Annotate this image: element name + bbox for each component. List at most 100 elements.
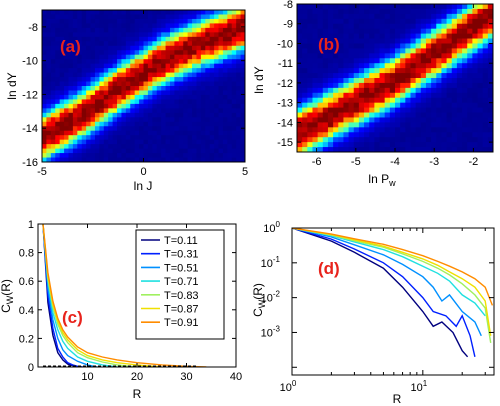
heatmap-cell bbox=[178, 41, 184, 47]
heatmap-cell bbox=[395, 142, 401, 148]
heatmap-cell bbox=[169, 41, 175, 47]
heatmap-cell bbox=[192, 81, 198, 87]
heatmap-cell bbox=[338, 112, 345, 119]
heatmap-cell bbox=[46, 32, 52, 38]
heatmap-cell bbox=[410, 87, 417, 94]
heatmap-cell bbox=[477, 142, 484, 148]
heatmap-cell bbox=[125, 27, 131, 33]
heatmap-cell bbox=[317, 73, 324, 79]
heatmap-cell bbox=[236, 148, 242, 154]
heatmap-cell bbox=[117, 41, 123, 47]
heatmap-cell bbox=[196, 32, 202, 38]
heatmap-cell bbox=[312, 97, 319, 104]
heatmap-cell bbox=[55, 36, 61, 42]
heatmap-cell bbox=[68, 135, 74, 141]
heatmap-cell bbox=[395, 147, 401, 152]
heatmap-cell bbox=[90, 10, 96, 16]
heatmap-cell bbox=[312, 23, 319, 30]
heatmap-cell bbox=[192, 41, 198, 47]
heatmap-cell bbox=[379, 48, 386, 54]
heatmap-cell bbox=[327, 107, 334, 114]
heatmap-cell bbox=[147, 153, 153, 159]
heatmap-cell bbox=[353, 53, 360, 59]
heatmap-cell bbox=[379, 117, 386, 123]
heatmap-cell bbox=[174, 72, 180, 78]
heatmap-cell bbox=[125, 54, 131, 60]
heatmap-cell bbox=[222, 139, 228, 145]
heatmap-cell bbox=[152, 126, 158, 132]
heatmap-cell bbox=[121, 32, 127, 38]
heatmap-cell bbox=[55, 18, 61, 25]
heatmap-cell bbox=[72, 86, 78, 92]
heatmap-cell bbox=[395, 102, 401, 109]
heatmap-cell bbox=[322, 107, 329, 114]
heatmap-cell bbox=[379, 87, 386, 94]
heatmap-cell bbox=[231, 63, 237, 69]
heatmap-cell bbox=[192, 72, 198, 78]
heatmap-cell bbox=[231, 157, 237, 162]
heatmap-cell bbox=[147, 18, 153, 25]
heatmap-cell bbox=[152, 103, 158, 109]
heatmap-cell bbox=[152, 72, 158, 78]
heatmap-cell bbox=[50, 45, 56, 51]
heatmap-cell bbox=[431, 122, 437, 128]
heatmap-cell bbox=[227, 50, 233, 56]
heatmap-cell bbox=[59, 99, 65, 105]
heatmap-cell bbox=[297, 82, 303, 89]
heatmap-cell bbox=[446, 122, 453, 128]
heatmap-cell bbox=[441, 112, 448, 119]
heatmap-cell bbox=[209, 86, 215, 92]
heatmap-cell bbox=[343, 63, 350, 69]
heatmap-cell bbox=[125, 117, 131, 123]
heatmap-cell bbox=[231, 99, 237, 105]
heatmap-cell bbox=[42, 121, 48, 127]
heatmap-cell bbox=[130, 135, 136, 141]
heatmap-cell bbox=[205, 59, 211, 65]
heatmap-cell bbox=[487, 97, 493, 104]
heatmap-cell bbox=[121, 99, 127, 105]
heatmap-cell bbox=[389, 63, 396, 69]
heatmap-cell bbox=[214, 45, 220, 51]
heatmap-cell bbox=[143, 121, 149, 127]
heatmap-cell bbox=[327, 142, 334, 148]
heatmap-cell bbox=[187, 14, 193, 20]
heatmap-cell bbox=[317, 117, 324, 123]
heatmap-cell bbox=[169, 121, 175, 127]
heatmap-cell bbox=[169, 157, 175, 162]
heatmap-cell bbox=[451, 43, 458, 49]
heatmap-cell bbox=[178, 32, 184, 38]
heatmap-cell bbox=[487, 68, 493, 74]
heatmap-cell bbox=[482, 68, 489, 74]
heatmap-cell bbox=[312, 142, 319, 148]
heatmap-cell bbox=[99, 59, 105, 65]
heatmap-cell bbox=[297, 68, 303, 74]
heatmap-cell bbox=[143, 41, 149, 47]
heatmap-cell bbox=[205, 135, 211, 141]
heatmap-cell bbox=[187, 121, 193, 127]
heatmap-cell bbox=[64, 18, 70, 25]
heatmap-cell bbox=[59, 18, 65, 25]
heatmap-cell bbox=[68, 153, 74, 159]
heatmap-cell bbox=[307, 73, 314, 79]
heatmap-cell bbox=[68, 54, 74, 60]
heatmap-cell bbox=[99, 117, 105, 123]
heatmap-cell bbox=[55, 54, 61, 60]
heatmap-cell bbox=[302, 18, 308, 25]
heatmap-cell bbox=[139, 54, 145, 60]
heatmap-cell bbox=[364, 102, 370, 109]
series-line bbox=[42, 224, 98, 367]
heatmap-cell bbox=[379, 127, 386, 133]
heatmap-cell bbox=[112, 18, 118, 25]
heatmap-cell bbox=[72, 139, 78, 145]
heatmap-cell bbox=[68, 112, 74, 118]
heatmap-cell bbox=[343, 28, 350, 35]
heatmap-cell bbox=[441, 122, 448, 128]
heatmap-cell bbox=[327, 102, 334, 109]
heatmap-cell bbox=[441, 23, 448, 30]
heatmap-cell bbox=[152, 45, 158, 51]
heatmap-cell bbox=[117, 99, 123, 105]
heatmap-cell bbox=[121, 148, 127, 154]
heatmap-cell bbox=[139, 94, 145, 101]
heatmap-cell bbox=[302, 82, 308, 89]
heatmap-cell bbox=[389, 117, 396, 123]
